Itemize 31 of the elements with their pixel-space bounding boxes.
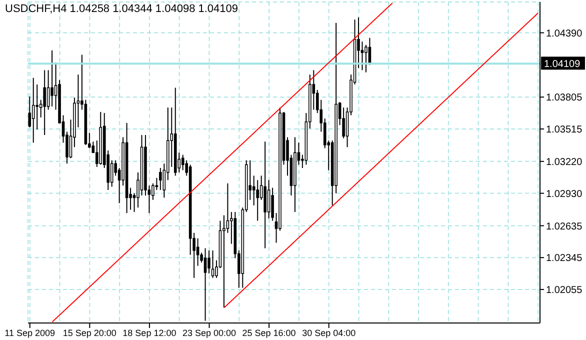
candlestick bbox=[43, 70, 46, 136]
ref-line-label: 1.04109 bbox=[544, 59, 581, 70]
x-tick-label: 18 Sep 12:00 bbox=[122, 328, 176, 338]
y-tick-label: 1.02345 bbox=[546, 253, 583, 264]
candlestick bbox=[32, 77, 35, 144]
y-tick-label: 1.03220 bbox=[546, 156, 583, 168]
candlestick bbox=[50, 50, 54, 107]
candlestick bbox=[226, 182, 230, 234]
candlestick bbox=[211, 250, 214, 278]
y-tick-label: 1.03805 bbox=[546, 92, 583, 104]
y-tick-label: 1.04390 bbox=[546, 28, 583, 40]
candlestick bbox=[360, 41, 364, 71]
candlestick bbox=[28, 96, 32, 128]
x-tick-label: 30 Sep 04:00 bbox=[302, 328, 356, 338]
y-tick-label: 1.02635 bbox=[546, 221, 583, 232]
x-tick-label: 25 Sep 16:00 bbox=[242, 328, 296, 338]
candlestick bbox=[208, 250, 210, 274]
chart-title: USDCHF,H4 1.04258 1.04344 1.04098 1.04109 bbox=[5, 3, 238, 15]
y-tick-label: 1.02930 bbox=[546, 188, 583, 200]
candlestick bbox=[267, 180, 270, 220]
candlestick bbox=[36, 84, 38, 130]
candlestick bbox=[181, 154, 184, 171]
x-tick-label: 23 Sep 00:00 bbox=[182, 328, 236, 338]
x-tick-label: 11 Sep 2009 bbox=[4, 328, 56, 338]
candlestick bbox=[196, 238, 200, 266]
y-tick-label: 1.03515 bbox=[546, 124, 583, 136]
y-tick-label: 1.02055 bbox=[546, 285, 583, 296]
candlestick bbox=[46, 70, 50, 110]
x-tick-label: 15 Sep 20:00 bbox=[62, 328, 116, 338]
candlestick bbox=[256, 180, 259, 222]
candlestick bbox=[159, 167, 162, 190]
